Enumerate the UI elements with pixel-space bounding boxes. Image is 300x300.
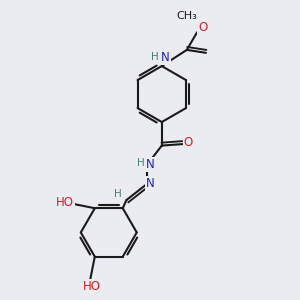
Text: HO: HO xyxy=(83,280,101,292)
Text: CH₃: CH₃ xyxy=(176,11,197,21)
Text: O: O xyxy=(184,136,193,149)
Text: N: N xyxy=(161,51,170,64)
Text: H: H xyxy=(137,158,145,168)
Text: N: N xyxy=(146,177,155,190)
Text: O: O xyxy=(198,21,208,34)
Text: H: H xyxy=(114,189,122,199)
Text: H: H xyxy=(152,52,159,62)
Text: N: N xyxy=(146,158,155,171)
Text: HO: HO xyxy=(56,196,74,209)
